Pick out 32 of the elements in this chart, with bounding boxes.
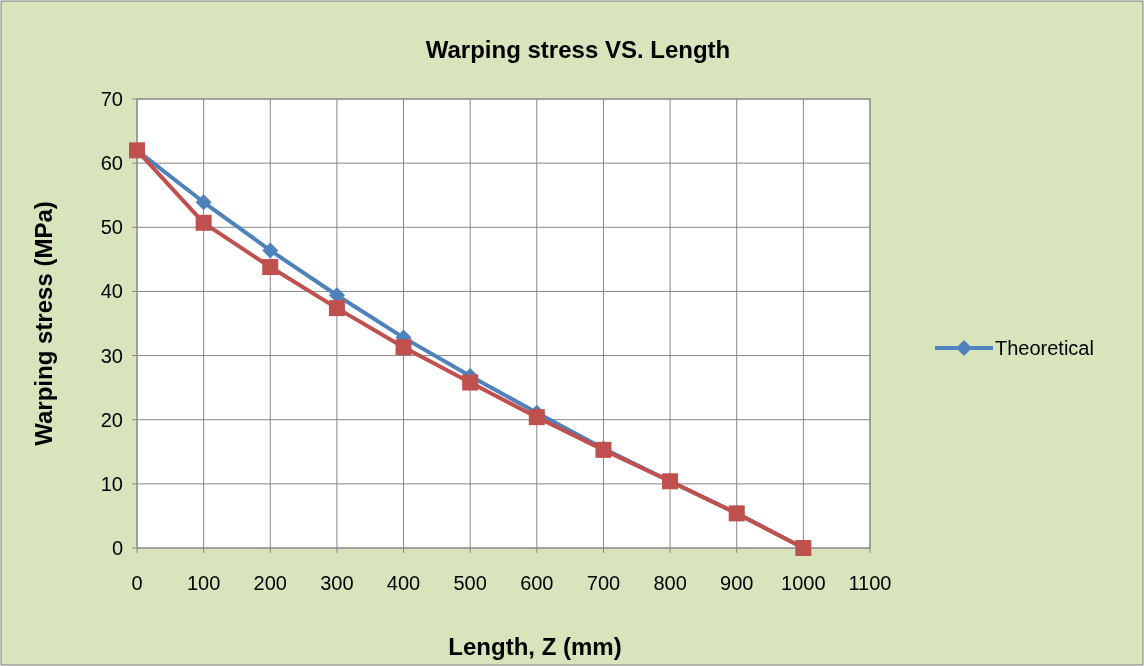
y-tick-label: 10 (100, 472, 123, 495)
x-tick-label: 800 (653, 572, 687, 594)
y-tick-label: 20 (100, 408, 123, 431)
y-tick-label: 30 (100, 344, 123, 367)
x-tick-label: 900 (720, 572, 754, 594)
point (395, 339, 412, 356)
x-tick-label: 1000 (781, 572, 826, 594)
x-tick-label: 600 (520, 572, 554, 594)
x-tick-label: 0 (131, 572, 143, 594)
y-tick-label: 60 (100, 152, 123, 175)
y-axis-title: Warping stress (MPa) (30, 201, 57, 446)
x-tick-label: 300 (320, 572, 354, 594)
point (528, 409, 545, 426)
y-tick-label: 50 (100, 216, 123, 239)
x-tick-label: 200 (253, 572, 287, 594)
point (262, 259, 279, 276)
point (195, 194, 212, 211)
point (462, 374, 479, 391)
x-tick-label: 1100 (848, 572, 892, 594)
legend-label: Theoretical (995, 337, 1094, 359)
y-tick-label: 0 (111, 537, 123, 559)
point (328, 300, 345, 317)
x-tick-label: 100 (186, 572, 221, 594)
x-tick-label: 500 (453, 572, 487, 594)
x-tick-label: 700 (586, 572, 621, 594)
y-tick-label: 40 (100, 280, 123, 303)
point (195, 214, 212, 231)
x-tick-label: 400 (386, 572, 421, 594)
chart-title: Warping stress VS. Length (425, 36, 731, 63)
point (262, 242, 279, 259)
y-tick-label: 70 (100, 88, 123, 110)
x-axis-title: Length, Z (mm) (448, 633, 622, 660)
